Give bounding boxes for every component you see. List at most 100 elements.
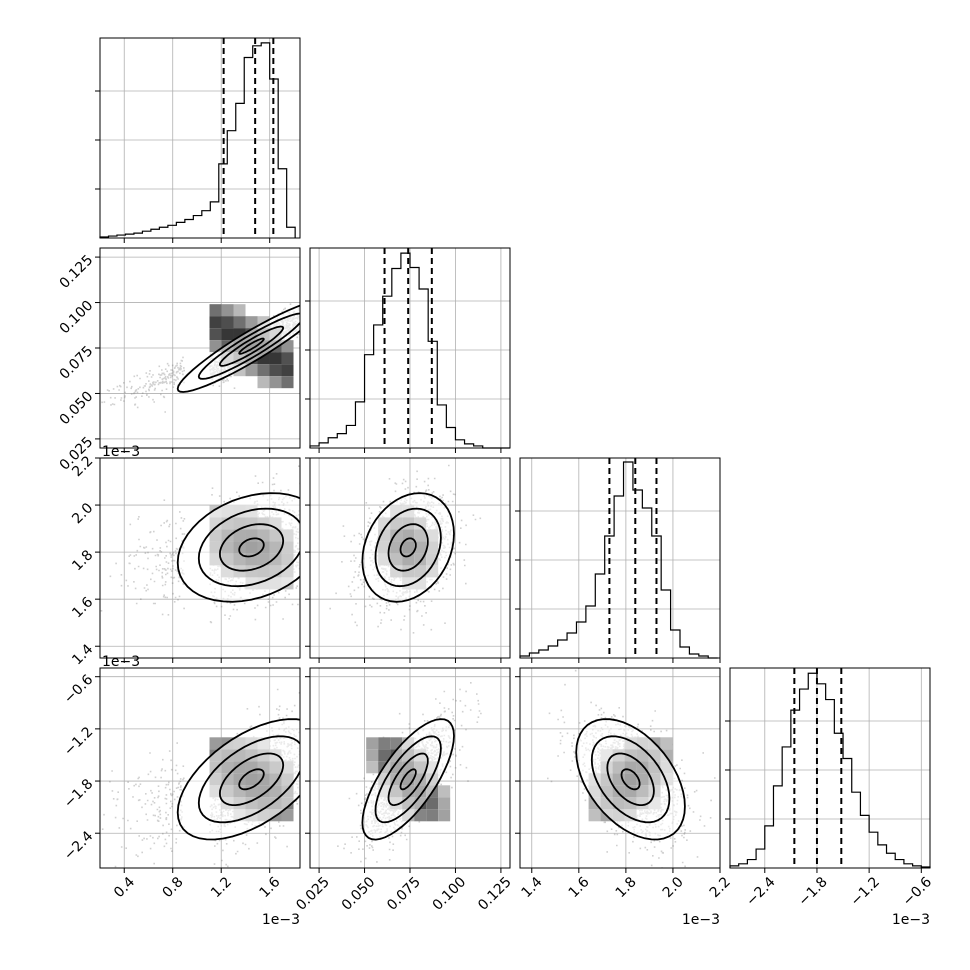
x-tick-label-2-3: 2.0 [660,874,687,901]
contour-level-0 [176,718,300,841]
y-tick-label-2-0: 1.4 [69,641,96,668]
x-tick-label-2-0: 1.4 [519,874,546,901]
scatter-panel-2-0 [99,457,301,659]
density-cell [209,737,222,750]
panel-content [310,458,510,658]
y-tick-label-1-1: 0.050 [57,389,97,429]
panel-frame [729,667,931,869]
histogram-steps [99,42,296,238]
density-cell [245,316,258,329]
density-cell [378,749,391,762]
density-cell [366,737,379,750]
density-cell [221,328,234,341]
scatter-panel-3-0 [99,667,301,869]
panel-background [100,38,300,238]
contour-level-1 [197,735,300,824]
contour-level-1 [374,507,442,588]
x-tick-label-0-2: 1.2 [208,874,235,901]
contour-level-3 [620,768,641,791]
y-tick-label-3-2: −1.2 [61,724,96,759]
contour-level-2 [218,523,285,572]
density-cell [233,304,246,317]
density-cell [209,316,222,329]
panel-content [100,458,300,658]
panel-background [520,458,720,658]
contour-level-2 [387,752,429,807]
density-cell [660,737,673,750]
contour-level-1 [197,507,300,588]
scatter-points [101,299,300,413]
density-cell [269,352,282,365]
contour-level-1 [374,735,442,824]
scatter-panel-2-1 [309,457,511,659]
x-tick-label-2-1: 1.6 [566,874,593,901]
density-cell [221,316,234,329]
y-offset-label-2: 1e−3 [102,444,140,460]
density-cell [209,304,222,317]
x-offset-label-3: 1e−3 [892,912,930,928]
y-tick-label-2-1: 1.6 [69,594,96,621]
density-cell [269,364,282,377]
density-cell [426,809,439,822]
x-tick-label-3-0: −2.4 [743,874,778,909]
histogram-panel-2 [515,457,721,659]
density-cell [281,364,294,377]
contour-level-3 [399,537,417,558]
x-tick-label-3-3: −0.6 [900,874,935,909]
density-cell [281,809,294,822]
density-cell [588,809,601,822]
histogram-panel-1 [305,247,511,449]
contour-level-0 [176,304,300,393]
contour-level-0 [361,492,455,603]
x-tick-label-1-0: 0.025 [293,874,333,914]
x-tick-label-1-2: 0.075 [384,874,424,914]
y-tick-label-1-2: 0.075 [57,343,97,383]
y-tick-label-1-4: 0.125 [57,252,97,292]
y-tick-label-3-3: −0.6 [61,672,96,707]
density-cell [438,797,451,810]
density-cell [281,352,294,365]
y-offset-label-3: 1e−3 [102,654,140,670]
density-cell [366,749,379,762]
histogram-steps [519,461,718,659]
y-tick-label-1-3: 0.100 [57,298,97,338]
contour-level-1 [590,735,671,824]
x-tick-label-2-2: 1.8 [613,874,640,901]
x-tick-label-0-1: 0.8 [160,874,187,901]
x-tick-label-0-3: 1.6 [256,874,283,901]
scatter-panel-3-2 [519,667,721,869]
density-cell [209,328,222,341]
contour-level-2 [218,752,285,806]
contour-level-1 [197,312,300,380]
panel-frame [99,667,301,869]
panel-frame [519,667,721,869]
panel-background [730,668,930,868]
contour-level-2 [387,523,429,572]
y-tick-label-2-3: 2.0 [69,500,96,527]
contour-level-3 [238,537,265,558]
density-cell [269,376,282,389]
density-cell [426,797,439,810]
contour-level-2 [606,752,655,806]
y-tick-label-3-0: −2.4 [61,828,96,863]
x-tick-label-3-2: −1.2 [848,874,883,909]
scatter-panel-1-0 [99,247,301,449]
x-tick-label-1-4: 0.125 [475,874,515,914]
x-offset-label-2: 1e−3 [682,912,720,928]
panel-frame [519,457,721,659]
histogram-panel-0 [95,37,301,239]
histogram-steps [309,252,510,449]
x-tick-label-1-3: 0.100 [430,874,470,914]
contour-level-3 [238,337,265,355]
histogram-steps [729,672,931,868]
histogram-panel-3 [725,667,931,869]
x-tick-label-2-4: 2.2 [707,874,734,901]
x-tick-label-0-0: 0.4 [111,874,138,901]
contour-level-3 [238,768,265,791]
scatter-panel-3-1 [309,667,511,869]
x-tick-label-3-1: −1.8 [795,874,830,909]
panel-frame [99,37,301,239]
x-tick-label-1-1: 0.050 [339,874,379,914]
panel-frame [99,457,301,659]
